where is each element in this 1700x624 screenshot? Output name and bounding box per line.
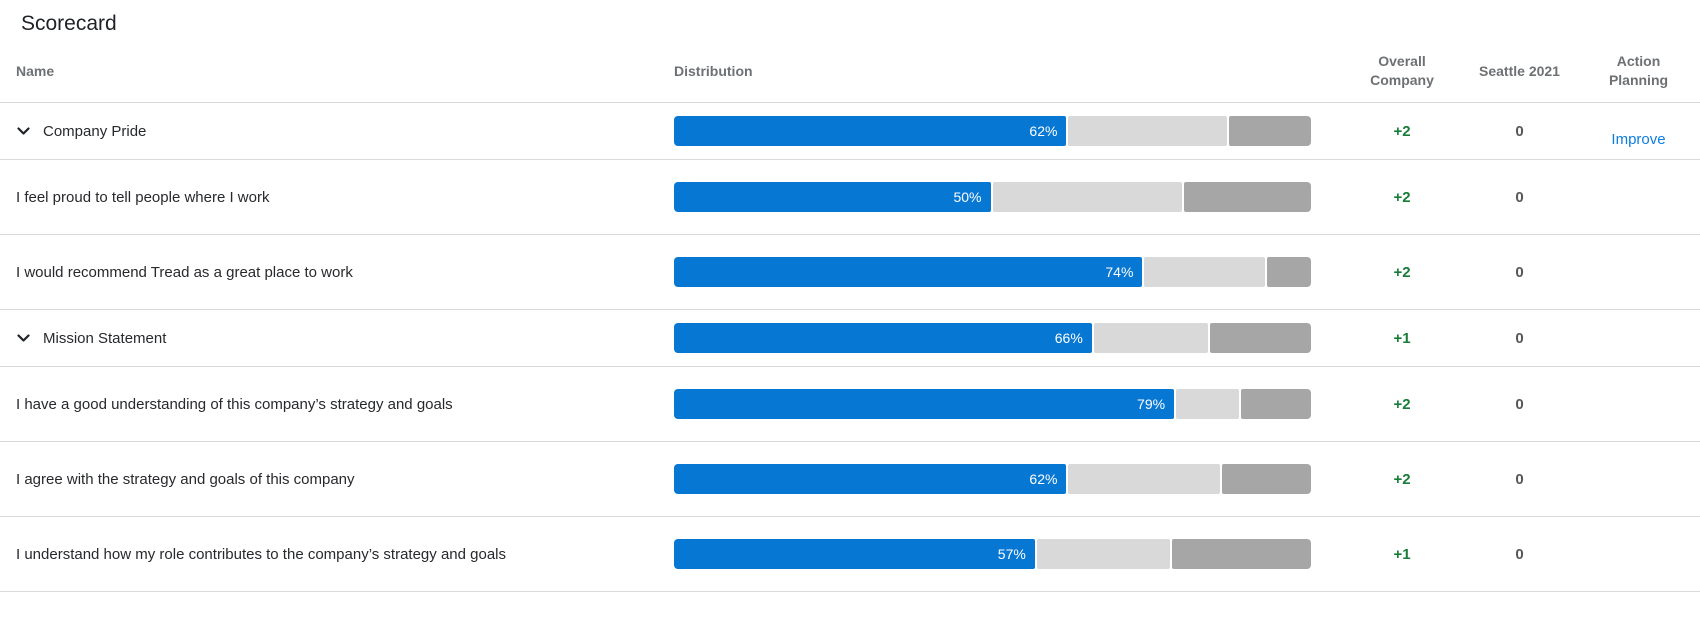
table-row: Mission Statement 66% +1 0 <box>0 310 1700 367</box>
row-distribution-cell: 57% <box>674 539 1342 569</box>
table-header-row: Name Distribution Overall Company Seattl… <box>0 40 1700 103</box>
page-title: Scorecard <box>21 12 117 35</box>
row-name-cell: I understand how my role contributes to … <box>0 546 674 563</box>
row-action-cell <box>1577 461 1700 497</box>
seattle-2021-value: 0 <box>1515 470 1524 488</box>
favorable-pct-label: 57% <box>997 546 1026 562</box>
overall-company-value: +2 <box>1393 263 1411 281</box>
favorable-segment: 62% <box>674 464 1067 494</box>
chevron-down-icon[interactable] <box>16 331 30 345</box>
unfavorable-segment <box>1184 182 1311 212</box>
row-label: I have a good understanding of this comp… <box>16 395 453 413</box>
table-row: I understand how my role contributes to … <box>0 517 1700 592</box>
favorable-segment: 57% <box>674 539 1035 569</box>
column-header-overall-company: Overall Company <box>1370 53 1434 88</box>
row-distribution-cell: 66% <box>674 323 1342 353</box>
row-action-cell <box>1577 254 1700 290</box>
column-header-action-planning: Action Planning <box>1608 53 1669 88</box>
favorable-pct-label: 50% <box>953 189 982 205</box>
row-label: I would recommend Tread as a great place… <box>16 263 353 281</box>
table-row: I have a good understanding of this comp… <box>0 367 1700 442</box>
favorable-segment: 50% <box>674 182 991 212</box>
chevron-down-icon[interactable] <box>16 124 30 138</box>
row-distribution-cell: 74% <box>674 257 1342 287</box>
distribution-bar: 74% <box>674 257 1311 287</box>
distribution-bar: 79% <box>674 389 1311 419</box>
unfavorable-segment <box>1241 389 1311 419</box>
distribution-bar: 62% <box>674 464 1311 494</box>
seattle-2021-value: 0 <box>1515 329 1524 347</box>
row-distribution-cell: 50% <box>674 182 1342 212</box>
column-header-distribution: Distribution <box>674 62 753 79</box>
row-name-cell: I have a good understanding of this comp… <box>0 396 674 413</box>
row-name-cell: I agree with the strategy and goals of t… <box>0 471 674 488</box>
favorable-pct-label: 62% <box>1029 123 1058 139</box>
row-distribution-cell: 62% <box>674 464 1342 494</box>
unfavorable-segment <box>1171 539 1312 569</box>
seattle-2021-value: 0 <box>1515 122 1524 140</box>
row-label: I understand how my role contributes to … <box>16 545 506 563</box>
row-action-cell <box>1577 179 1700 215</box>
column-header-seattle-2021: Seattle 2021 <box>1479 62 1560 79</box>
neutral-segment <box>1068 464 1221 494</box>
table-row: Company Pride 62% +2 0 Improve <box>0 103 1700 160</box>
row-label: I feel proud to tell people where I work <box>16 188 270 206</box>
row-action-cell <box>1577 386 1700 422</box>
unfavorable-segment <box>1222 464 1311 494</box>
row-distribution-cell: 79% <box>674 389 1342 419</box>
favorable-segment: 74% <box>674 257 1143 287</box>
overall-company-value: +2 <box>1393 470 1411 488</box>
unfavorable-segment <box>1266 257 1311 287</box>
seattle-2021-value: 0 <box>1515 395 1524 413</box>
seattle-2021-value: 0 <box>1515 188 1524 206</box>
scorecard-table-body: Company Pride 62% +2 0 Improve I feel pr… <box>0 103 1700 592</box>
favorable-segment: 66% <box>674 323 1092 353</box>
table-row: I feel proud to tell people where I work… <box>0 160 1700 235</box>
row-name-cell: I feel proud to tell people where I work <box>0 189 674 206</box>
distribution-bar: 62% <box>674 116 1311 146</box>
row-action-cell: Improve <box>1577 113 1700 149</box>
favorable-pct-label: 79% <box>1137 396 1166 412</box>
favorable-segment: 79% <box>674 389 1175 419</box>
column-header-name: Name <box>16 62 55 79</box>
neutral-segment <box>1144 257 1265 287</box>
distribution-bar: 50% <box>674 182 1311 212</box>
table-row: I would recommend Tread as a great place… <box>0 235 1700 310</box>
row-label: I agree with the strategy and goals of t… <box>16 470 355 488</box>
overall-company-value: +2 <box>1393 122 1411 140</box>
table-row: I agree with the strategy and goals of t… <box>0 442 1700 517</box>
row-label: Company Pride <box>43 122 147 140</box>
seattle-2021-value: 0 <box>1515 545 1524 563</box>
action-planning-link[interactable]: Improve <box>1611 131 1666 148</box>
row-action-cell <box>1577 320 1700 356</box>
seattle-2021-value: 0 <box>1515 263 1524 281</box>
overall-company-value: +1 <box>1393 329 1411 347</box>
neutral-segment <box>992 182 1183 212</box>
row-label: Mission Statement <box>43 329 167 347</box>
overall-company-value: +2 <box>1393 395 1411 413</box>
distribution-bar: 66% <box>674 323 1311 353</box>
favorable-pct-label: 74% <box>1105 264 1134 280</box>
row-action-cell <box>1577 536 1700 572</box>
distribution-bar: 57% <box>674 539 1312 569</box>
overall-company-value: +2 <box>1393 188 1411 206</box>
neutral-segment <box>1068 116 1227 146</box>
neutral-segment <box>1036 539 1170 569</box>
neutral-segment <box>1093 323 1208 353</box>
row-name-cell: I would recommend Tread as a great place… <box>0 264 674 281</box>
favorable-pct-label: 66% <box>1054 330 1083 346</box>
neutral-segment <box>1176 389 1240 419</box>
favorable-segment: 62% <box>674 116 1067 146</box>
overall-company-value: +1 <box>1393 545 1411 563</box>
row-name-cell: Company Pride <box>0 123 674 140</box>
row-name-cell: Mission Statement <box>0 330 674 347</box>
unfavorable-segment <box>1228 116 1311 146</box>
unfavorable-segment <box>1209 323 1311 353</box>
row-distribution-cell: 62% <box>674 116 1342 146</box>
favorable-pct-label: 62% <box>1029 471 1058 487</box>
